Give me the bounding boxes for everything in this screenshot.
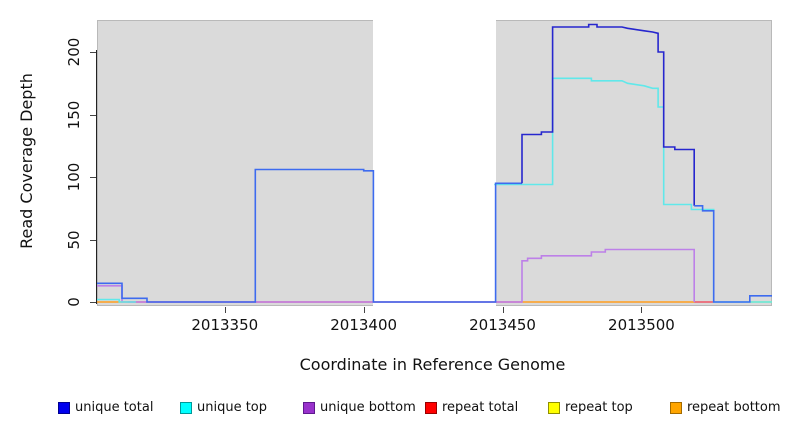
y-tick-mark — [90, 239, 96, 241]
x-tick-label: 2013500 — [608, 316, 675, 334]
legend-swatch — [58, 402, 70, 414]
series-unique-total-line — [97, 168, 522, 303]
legend-item: unique total — [58, 400, 178, 416]
legend-swatch — [548, 402, 560, 414]
series-unique-total-line — [694, 205, 772, 303]
legend-swatch — [425, 402, 437, 414]
legend-item: repeat total — [425, 400, 545, 416]
y-tick-mark — [90, 52, 96, 53]
x-tick-label: 2013400 — [330, 316, 398, 334]
x-tick-mark — [363, 307, 365, 313]
x-axis-title: Coordinate in Reference Genome — [299, 355, 566, 374]
y-tick-mark — [90, 114, 96, 116]
legend-label: unique bottom — [320, 400, 416, 415]
x-tick-label: 2013450 — [469, 316, 536, 334]
x-tick-label: 2013350 — [191, 316, 259, 334]
series-unique-bottom-line — [97, 248, 696, 303]
legend-item: repeat bottom — [670, 400, 790, 416]
y-tick-mark — [90, 177, 96, 178]
x-tick-mark — [224, 307, 226, 313]
legend-label: repeat top — [565, 400, 633, 415]
legend-item: unique bottom — [303, 400, 423, 416]
legend-item: unique top — [180, 400, 300, 416]
series-unique-top-line — [97, 298, 136, 303]
legend-label: repeat bottom — [687, 400, 781, 415]
series-unique-top-line — [494, 77, 772, 303]
series-lines-canvas — [97, 23, 772, 303]
x-tick-mark — [641, 307, 643, 313]
legend-item: repeat top — [548, 400, 668, 416]
legend-label: repeat total — [442, 400, 519, 415]
legend-swatch — [670, 402, 682, 414]
y-axis-line — [96, 50, 97, 304]
legend-swatch — [303, 402, 315, 414]
legend-swatch — [180, 402, 192, 414]
x-tick-mark — [502, 307, 504, 313]
legend-label: unique top — [197, 400, 268, 415]
series-unique-total-line — [521, 23, 696, 206]
legend-label: unique total — [75, 400, 154, 415]
y-tick-mark — [90, 302, 96, 303]
y-axis-title: Read Coverage Depth — [17, 73, 36, 249]
uncovered-region-band — [373, 19, 496, 307]
